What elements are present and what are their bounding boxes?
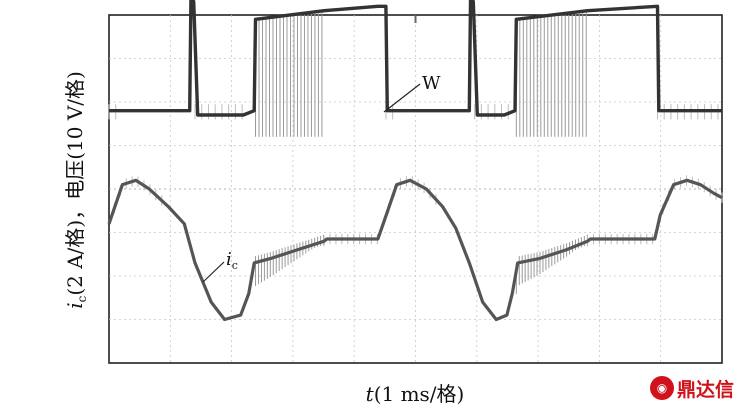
y-axis-label: ic(2 A/格)，电压(10 V/格) <box>63 71 89 309</box>
series-label-w: W <box>422 73 441 94</box>
chart-marks <box>107 0 723 322</box>
x-axis-label: t(1 ms/格) <box>366 382 465 406</box>
watermark-logo: ◉ 鼎达信 <box>650 374 750 402</box>
series-w-line <box>109 0 722 117</box>
logo-text: 鼎达信 <box>677 378 735 401</box>
ic-leader-line <box>202 261 225 283</box>
w-leader-line <box>383 83 421 113</box>
series-ic-line <box>107 178 723 322</box>
series-label-ic: ic <box>226 249 238 272</box>
grid <box>109 15 722 363</box>
logo-badge-icon: ◉ <box>650 376 674 400</box>
